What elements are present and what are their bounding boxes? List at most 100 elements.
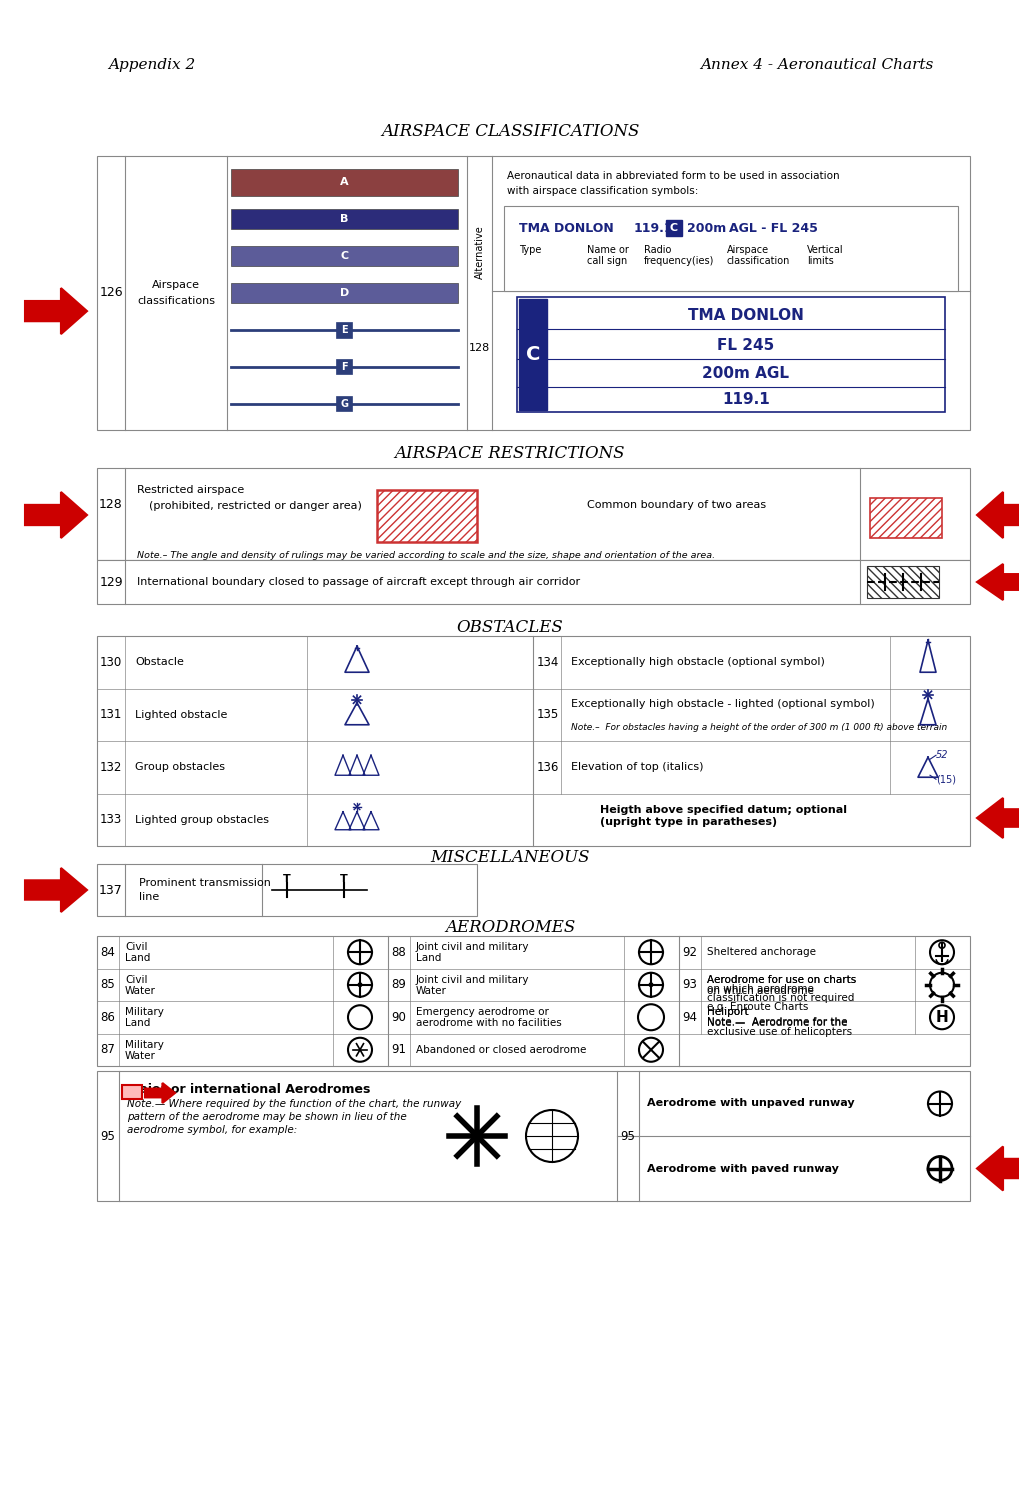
Bar <box>97 1071 969 1201</box>
Text: C: C <box>669 223 678 233</box>
Text: Note.—  Aerodrome for the: Note.— Aerodrome for the <box>706 1018 847 1028</box>
Bar <box>665 220 682 236</box>
Text: AGL - FL 245: AGL - FL 245 <box>729 221 817 235</box>
Text: 91: 91 <box>391 1043 407 1057</box>
Bar <box>97 560 969 603</box>
Text: Major or international Aerodromes: Major or international Aerodromes <box>127 1082 370 1095</box>
Text: Exceptionally high obstacle (optional symbol): Exceptionally high obstacle (optional sy… <box>571 657 824 667</box>
Text: Water: Water <box>125 985 156 996</box>
Text: 52: 52 <box>935 750 948 761</box>
Text: Land: Land <box>125 1018 150 1028</box>
Text: Type: Type <box>519 245 541 256</box>
Bar <box>866 566 938 597</box>
Text: International boundary closed to passage of aircraft except through air corridor: International boundary closed to passage… <box>137 577 580 587</box>
Text: 95: 95 <box>101 1129 115 1143</box>
Text: classification is not required: classification is not required <box>706 993 854 1003</box>
Text: (prohibited, restricted or danger area): (prohibited, restricted or danger area) <box>149 501 362 511</box>
Text: G: G <box>340 398 348 409</box>
Text: Heliport: Heliport <box>706 1008 748 1018</box>
Text: Abandoned or closed aerodrome: Abandoned or closed aerodrome <box>416 1045 586 1055</box>
Text: Civil: Civil <box>125 975 148 985</box>
Text: AERODROMES: AERODROMES <box>444 920 575 936</box>
Text: call sign: call sign <box>586 256 627 266</box>
Text: TMA DONLON: TMA DONLON <box>688 308 803 322</box>
Text: Military: Military <box>125 1008 164 1018</box>
Text: (15): (15) <box>935 774 955 785</box>
Text: Aerodrome with unpaved runway: Aerodrome with unpaved runway <box>646 1098 854 1109</box>
Text: Prominent transmission: Prominent transmission <box>139 878 271 889</box>
Polygon shape <box>25 492 87 538</box>
Text: F: F <box>340 361 347 372</box>
Text: aerodrome symbol, for example:: aerodrome symbol, for example: <box>127 1125 297 1135</box>
Polygon shape <box>976 1147 1019 1190</box>
Text: Airspace: Airspace <box>727 245 768 256</box>
Text: 95: 95 <box>620 1129 635 1143</box>
Bar <box>336 322 353 337</box>
Text: AIRSPACE CLASSIFICATIONS: AIRSPACE CLASSIFICATIONS <box>380 122 639 140</box>
Bar <box>230 210 458 229</box>
Text: Water: Water <box>416 985 446 996</box>
Text: A: A <box>340 177 348 187</box>
Text: Joint civil and military: Joint civil and military <box>416 975 529 985</box>
Text: Land: Land <box>125 953 150 963</box>
Bar <box>230 247 458 266</box>
Text: H: H <box>934 1010 948 1025</box>
Text: D: D <box>339 288 348 299</box>
Bar <box>97 468 969 560</box>
Bar <box>122 1085 142 1100</box>
Text: AIRSPACE RESTRICTIONS: AIRSPACE RESTRICTIONS <box>394 444 625 462</box>
Text: Lighted group obstacles: Lighted group obstacles <box>135 814 269 825</box>
Text: 92: 92 <box>682 945 697 958</box>
Text: T: T <box>339 874 347 884</box>
Text: aerodrome with no facilities: aerodrome with no facilities <box>416 1018 561 1028</box>
Bar <box>97 936 969 1065</box>
Bar <box>230 282 458 303</box>
Text: 137: 137 <box>99 884 122 896</box>
Polygon shape <box>25 288 87 334</box>
Text: 128: 128 <box>99 498 122 511</box>
Text: Appendix 2: Appendix 2 <box>108 58 195 71</box>
Circle shape <box>357 982 362 987</box>
Bar <box>336 360 353 374</box>
Text: classifications: classifications <box>137 296 215 306</box>
Text: Military: Military <box>125 1040 164 1049</box>
Polygon shape <box>25 868 87 912</box>
Bar <box>869 498 942 538</box>
Text: Restricted airspace: Restricted airspace <box>137 484 244 495</box>
Text: 126: 126 <box>99 287 122 300</box>
Text: TMA DONLON: TMA DONLON <box>519 221 613 235</box>
Text: 90: 90 <box>391 1010 406 1024</box>
Text: 135: 135 <box>536 709 558 721</box>
Bar <box>503 207 957 291</box>
Text: Sheltered anchorage: Sheltered anchorage <box>706 947 815 957</box>
Text: 136: 136 <box>536 761 558 774</box>
Text: Note.– The angle and density of rulings may be varied according to scale and the: Note.– The angle and density of rulings … <box>137 550 714 560</box>
Text: 200m: 200m <box>687 221 726 235</box>
Text: 93: 93 <box>682 978 697 991</box>
Text: B: B <box>340 214 348 224</box>
Text: Elevation of top (italics): Elevation of top (italics) <box>571 762 703 773</box>
Text: 133: 133 <box>100 813 122 826</box>
Text: 130: 130 <box>100 655 122 669</box>
Text: Heliport: Heliport <box>706 1008 748 1018</box>
Circle shape <box>648 982 653 987</box>
Text: Vertical: Vertical <box>806 245 843 256</box>
Text: 88: 88 <box>391 945 406 958</box>
Polygon shape <box>976 492 1019 538</box>
Text: 129: 129 <box>99 575 122 588</box>
Text: e.g. Enroute Charts: e.g. Enroute Charts <box>706 1002 808 1012</box>
Text: 200m AGL: 200m AGL <box>702 366 789 380</box>
Text: frequency(ies): frequency(ies) <box>643 256 713 266</box>
Bar <box>336 395 353 412</box>
Text: C: C <box>526 345 540 364</box>
Text: Group obstacles: Group obstacles <box>135 762 225 773</box>
Text: on which aerodrome: on which aerodrome <box>706 984 813 994</box>
Polygon shape <box>976 798 1019 838</box>
Text: Heigth above specified datum; optional
(upright type in paratheses): Heigth above specified datum; optional (… <box>599 805 846 826</box>
Text: 134: 134 <box>536 655 558 669</box>
Text: Water: Water <box>125 1051 156 1061</box>
Text: pattern of the aerodrome may be shown in lieu of the: pattern of the aerodrome may be shown in… <box>127 1112 407 1122</box>
Text: 84: 84 <box>101 945 115 958</box>
Text: Note.—  Aerodrome for the: Note.— Aerodrome for the <box>706 1018 847 1027</box>
Text: with airspace classification symbols:: with airspace classification symbols: <box>506 186 698 196</box>
